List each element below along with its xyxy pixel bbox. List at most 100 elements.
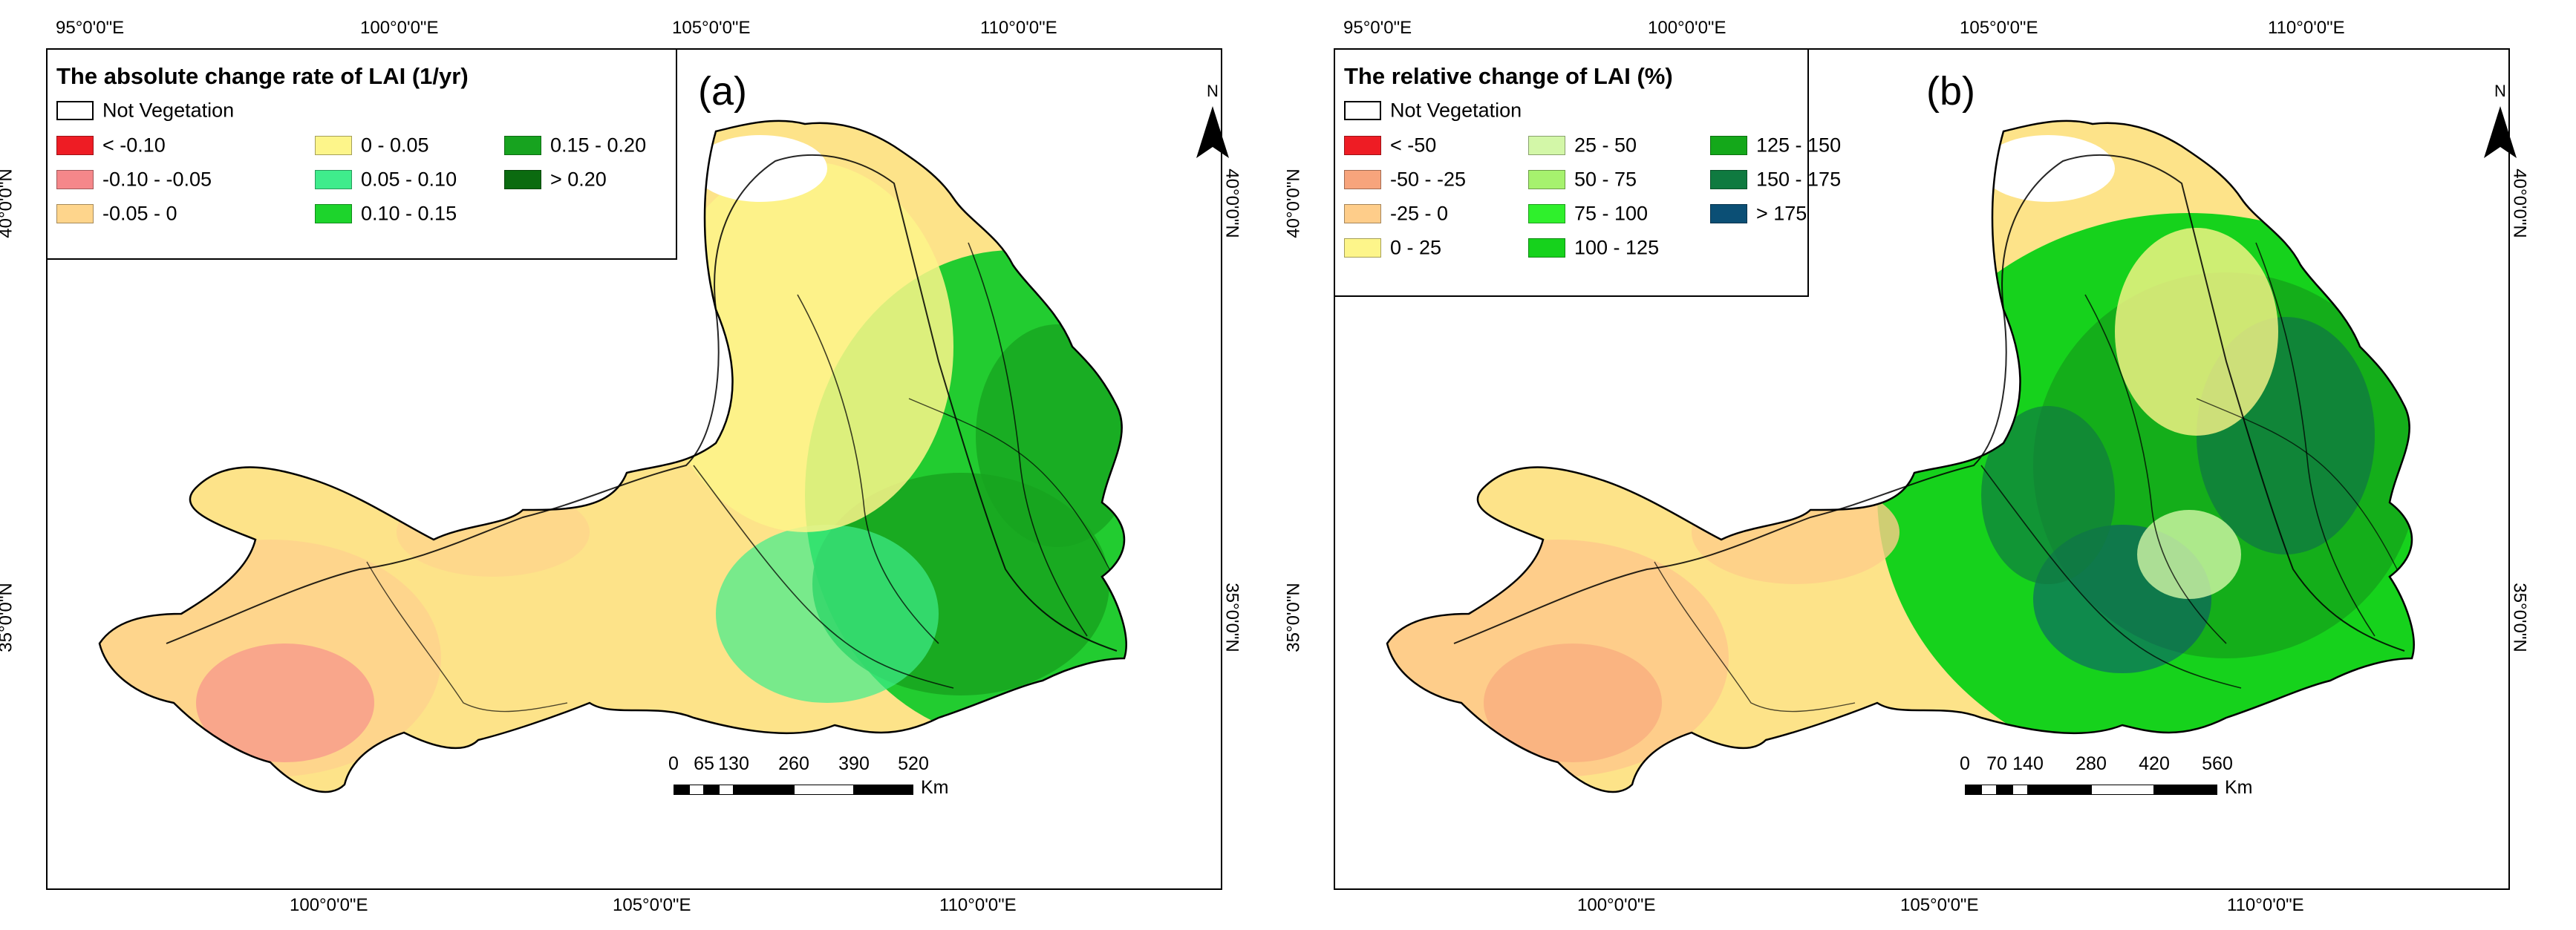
legend-label: 25 - 50 bbox=[1574, 134, 1637, 157]
legend-item: 0 - 0.05 bbox=[315, 133, 429, 157]
legend-swatch bbox=[1528, 135, 1565, 155]
lon-label-bottom: 110°0'0"E bbox=[2227, 895, 2304, 915]
legend-item: 100 - 125 bbox=[1528, 235, 1659, 259]
scale-tick: 0 bbox=[1960, 753, 1970, 774]
lat-label-right: 35°0'0"N bbox=[2509, 583, 2530, 652]
legend-label: > 175 bbox=[1756, 202, 1807, 225]
legend-label: -50 - -25 bbox=[1390, 168, 1467, 191]
lat-label-left: 40°0'0"N bbox=[0, 168, 16, 238]
map-frame: The relative change of LAI (%) Not Veget… bbox=[1334, 48, 2510, 890]
lon-label-top: 95°0'0"E bbox=[1343, 18, 1412, 38]
scale-tick: 130 bbox=[718, 753, 749, 774]
legend-swatch bbox=[1344, 203, 1381, 223]
legend-item: 0.05 - 0.10 bbox=[315, 167, 457, 191]
lat-label-right: 35°0'0"N bbox=[1222, 583, 1242, 652]
lon-label-top: 110°0'0"E bbox=[2268, 18, 2345, 38]
legend-item: 50 - 75 bbox=[1528, 167, 1637, 191]
lon-label-top: 110°0'0"E bbox=[980, 18, 1057, 38]
legend-swatch bbox=[315, 203, 352, 223]
legend-item: < -50 bbox=[1344, 133, 1436, 157]
lon-label-bottom: 110°0'0"E bbox=[939, 895, 1017, 915]
north-label: N bbox=[1207, 82, 1219, 100]
scale-tick: 140 bbox=[2012, 753, 2044, 774]
legend-label: 0.10 - 0.15 bbox=[361, 202, 457, 225]
legend-swatch bbox=[56, 203, 94, 223]
legend-item: -25 - 0 bbox=[1344, 201, 1448, 225]
legend-label: 0 - 0.05 bbox=[361, 134, 429, 157]
legend-swatch bbox=[1528, 238, 1565, 258]
scale-segment bbox=[2154, 785, 2217, 795]
scale-tick: 560 bbox=[2202, 753, 2233, 774]
legend-item: 125 - 150 bbox=[1710, 133, 1841, 157]
legend-swatch bbox=[1528, 169, 1565, 189]
legend-label: 150 - 175 bbox=[1756, 168, 1842, 191]
legend-swatch bbox=[1710, 203, 1747, 223]
legend-label: 125 - 150 bbox=[1756, 134, 1842, 157]
scale-segment bbox=[794, 785, 854, 795]
lat-label-right: 40°0'0"N bbox=[1222, 168, 1242, 238]
scale-segment bbox=[1997, 785, 2012, 795]
legend-item-not-vegetation: Not Vegetation bbox=[1344, 98, 1522, 122]
map-legend: The absolute change rate of LAI (1/yr) N… bbox=[48, 50, 677, 260]
legend-title: The absolute change rate of LAI (1/yr) bbox=[56, 63, 469, 89]
lon-label-top: 105°0'0"E bbox=[672, 18, 751, 38]
lon-label-top: 105°0'0"E bbox=[1960, 18, 2038, 38]
north-arrow-icon: N bbox=[2484, 82, 2517, 158]
legend-swatch bbox=[504, 135, 541, 155]
lat-label-left: 35°0'0"N bbox=[0, 583, 16, 652]
legend-item: 0 - 25 bbox=[1344, 235, 1441, 259]
scale-segment bbox=[854, 785, 913, 795]
scale-bar: 0 70 140 280 420 560 Km bbox=[1956, 753, 2342, 813]
scale-segment bbox=[734, 785, 794, 795]
map-panel-a: 95°0'0"E 100°0'0"E 105°0'0"E 110°0'0"E bbox=[0, 18, 1242, 915]
lat-label-left: 35°0'0"N bbox=[1283, 583, 1304, 652]
lon-label-bottom: 100°0'0"E bbox=[290, 895, 368, 915]
legend-swatch bbox=[1344, 238, 1381, 258]
legend-swatch bbox=[56, 100, 94, 120]
scale-segment bbox=[2091, 785, 2154, 795]
scale-unit: Km bbox=[2225, 777, 2253, 798]
scale-unit: Km bbox=[921, 777, 949, 798]
legend-swatch bbox=[56, 135, 94, 155]
lon-label-bottom: 105°0'0"E bbox=[1900, 895, 1979, 915]
legend-item: 0.15 - 0.20 bbox=[504, 133, 646, 157]
legend-title: The relative change of LAI (%) bbox=[1344, 63, 1673, 89]
legend-item: -0.10 - -0.05 bbox=[56, 167, 212, 191]
legend-item: -0.05 - 0 bbox=[56, 201, 177, 225]
panel-label: (a) bbox=[698, 69, 747, 114]
map-legend: The relative change of LAI (%) Not Veget… bbox=[1335, 50, 1841, 297]
legend-label: 100 - 125 bbox=[1574, 236, 1660, 259]
legend-swatch bbox=[1710, 169, 1747, 189]
north-arrow-icon: N bbox=[1196, 82, 1229, 158]
lon-label-bottom: 100°0'0"E bbox=[1577, 895, 1656, 915]
map-frame: The absolute change rate of LAI (1/yr) N… bbox=[46, 48, 1222, 890]
scale-tick: 420 bbox=[2139, 753, 2170, 774]
legend-item: > 175 bbox=[1710, 201, 1807, 225]
legend-label: 0 - 25 bbox=[1390, 236, 1442, 259]
legend-label: -0.10 - -0.05 bbox=[102, 168, 212, 191]
panel-label: (b) bbox=[1926, 69, 1975, 114]
legend-swatch bbox=[1710, 135, 1747, 155]
legend-label: < -0.10 bbox=[102, 134, 166, 157]
scale-tick: 70 bbox=[1986, 753, 2007, 774]
legend-item: -50 - -25 bbox=[1344, 167, 1466, 191]
scale-tick: 520 bbox=[898, 753, 929, 774]
legend-swatch bbox=[1528, 203, 1565, 223]
legend-swatch bbox=[315, 169, 352, 189]
legend-label: 0.15 - 0.20 bbox=[550, 134, 647, 157]
legend-label: -0.05 - 0 bbox=[102, 202, 177, 225]
legend-swatch bbox=[504, 169, 541, 189]
legend-label: < -50 bbox=[1390, 134, 1437, 157]
legend-item: 75 - 100 bbox=[1528, 201, 1648, 225]
legend-label: 0.05 - 0.10 bbox=[361, 168, 457, 191]
scale-segment bbox=[2012, 785, 2028, 795]
scale-tick: 0 bbox=[668, 753, 679, 774]
scale-tick: 260 bbox=[778, 753, 809, 774]
legend-swatch bbox=[1344, 169, 1381, 189]
scale-bar: 0 65 130 260 390 520 Km bbox=[665, 753, 1051, 813]
legend-swatch bbox=[56, 169, 94, 189]
legend-item: 0.10 - 0.15 bbox=[315, 201, 457, 225]
legend-item: < -0.10 bbox=[56, 133, 166, 157]
legend-label: 75 - 100 bbox=[1574, 202, 1649, 225]
north-label: N bbox=[2494, 82, 2506, 100]
